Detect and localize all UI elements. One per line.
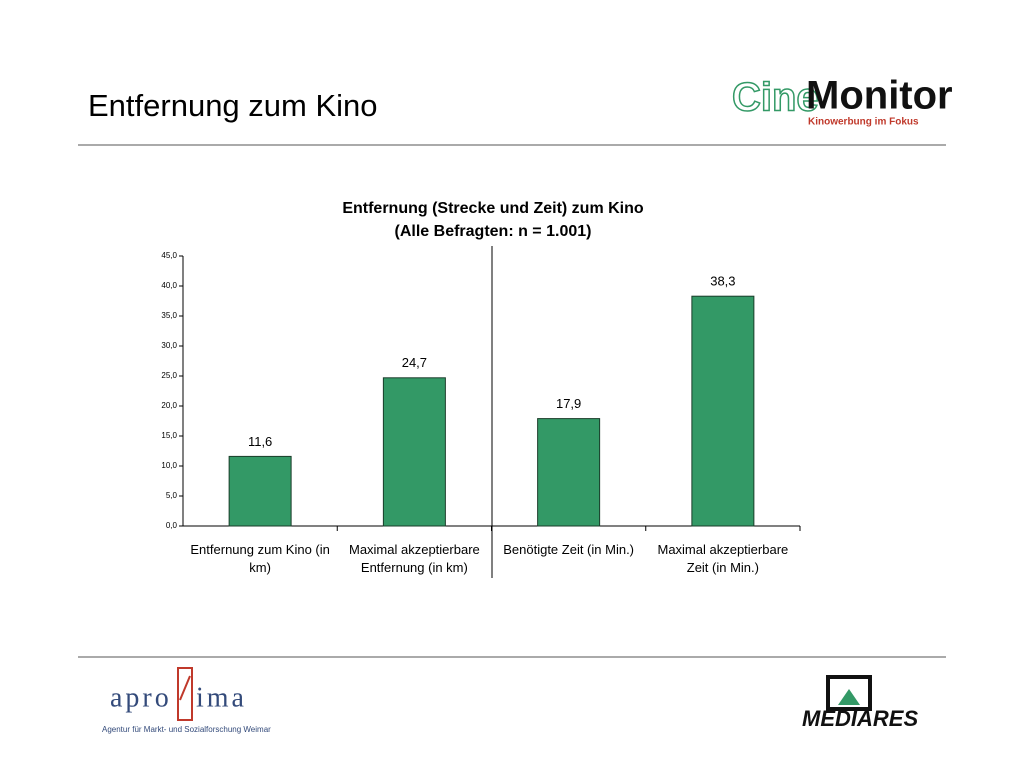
chart-subtitle: (Alle Befragten: n = 1.001) bbox=[395, 223, 592, 240]
y-tick-label: 10,0 bbox=[161, 461, 177, 470]
chart-title: Entfernung (Strecke und Zeit) zum Kino bbox=[342, 200, 644, 217]
y-tick-label: 0,0 bbox=[166, 521, 178, 530]
logo-cine: Cine bbox=[732, 76, 819, 120]
value-label: 38,3 bbox=[710, 274, 735, 289]
y-tick-label: 25,0 bbox=[161, 371, 177, 380]
y-tick-label: 20,0 bbox=[161, 401, 177, 410]
bar bbox=[382, 377, 446, 527]
y-tick-label: 35,0 bbox=[161, 311, 177, 320]
y-tick-label: 45,0 bbox=[161, 251, 177, 260]
logo-x bbox=[177, 667, 193, 721]
bar bbox=[691, 295, 755, 527]
y-tick-label: 5,0 bbox=[166, 491, 178, 500]
value-label: 11,6 bbox=[248, 434, 272, 449]
slide-title: Entfernung zum Kino bbox=[88, 88, 378, 123]
logo-aproxima: ima bbox=[196, 682, 247, 713]
logo-tagline: Agentur für Markt- und Sozialforschung W… bbox=[102, 725, 271, 734]
logo-screen bbox=[826, 675, 872, 711]
bar bbox=[537, 418, 601, 527]
value-label: 17,9 bbox=[556, 396, 581, 411]
logo-triangle bbox=[838, 689, 860, 705]
x-tick-label: Maximal akzeptierbare Zeit (in Min.) bbox=[657, 542, 789, 575]
y-tick-label: 30,0 bbox=[161, 341, 177, 350]
logo-monitor: Monitor bbox=[806, 74, 953, 118]
y-tick-label: 40,0 bbox=[161, 281, 177, 290]
logo-tagline: Kinowerbung im Fokus bbox=[808, 117, 919, 128]
x-tick-label: Maximal akzeptierbare Entfernung (in km) bbox=[348, 542, 480, 575]
bar bbox=[228, 455, 292, 527]
x-tick-label: Benötigte Zeit (in Min.) bbox=[503, 542, 635, 557]
x-tick-label: Entfernung zum Kino (in km) bbox=[190, 542, 330, 575]
y-tick-label: 15,0 bbox=[161, 431, 177, 440]
logo-mediares: MEDIARES bbox=[802, 706, 918, 731]
value-label: 24,7 bbox=[402, 355, 427, 370]
logo-aproxima: apro bbox=[110, 682, 172, 713]
